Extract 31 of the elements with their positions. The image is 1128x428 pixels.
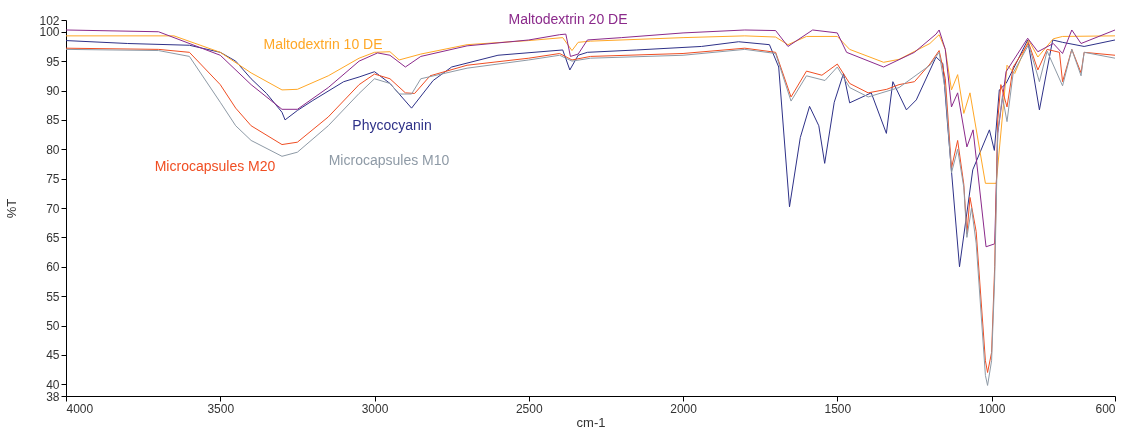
x-tick-label: 600 [1095,401,1116,416]
y-tick-label: 85 [46,113,60,128]
y-tick-label: 95 [46,54,60,69]
y-tick-label: 100 [39,25,60,40]
x-tick-label: 2500 [515,401,543,416]
series-label: Maltodextrin 20 DE [508,11,628,27]
series-label: Microcapsules M10 [328,152,450,168]
series-label: Phycocyanin [352,117,432,133]
y-tick-label: 65 [46,230,60,245]
y-tick-label: 70 [46,201,60,216]
series-label: Microcapsules M20 [154,158,276,174]
line-series [66,34,1115,184]
y-tick-label: 55 [46,289,60,304]
x-tick-label: 1500 [824,401,852,416]
x-tick-label: 1000 [978,401,1006,416]
y-tick-label: 40 [46,377,60,392]
x-tick-label: 4000 [66,401,94,416]
y-tick-label: 45 [46,348,60,363]
y-tick-label: 38 [46,389,60,404]
y-tick-label: 80 [46,142,60,157]
y-tick-label: 75 [46,172,60,187]
y-tick-label: 90 [46,84,60,98]
x-tick-label: 2000 [670,401,698,416]
x-tick-label: 3500 [207,401,235,416]
y-tick-label: 60 [46,260,60,275]
x-axis-title: cm-1 [576,414,606,428]
y-axis-title: %T [4,198,20,219]
y-tick-label: 102 [39,13,60,28]
x-tick-label: 3000 [361,401,389,416]
y-tick-label: 50 [46,319,60,333]
series-label: Maltodextrin 10 DE [263,36,383,52]
